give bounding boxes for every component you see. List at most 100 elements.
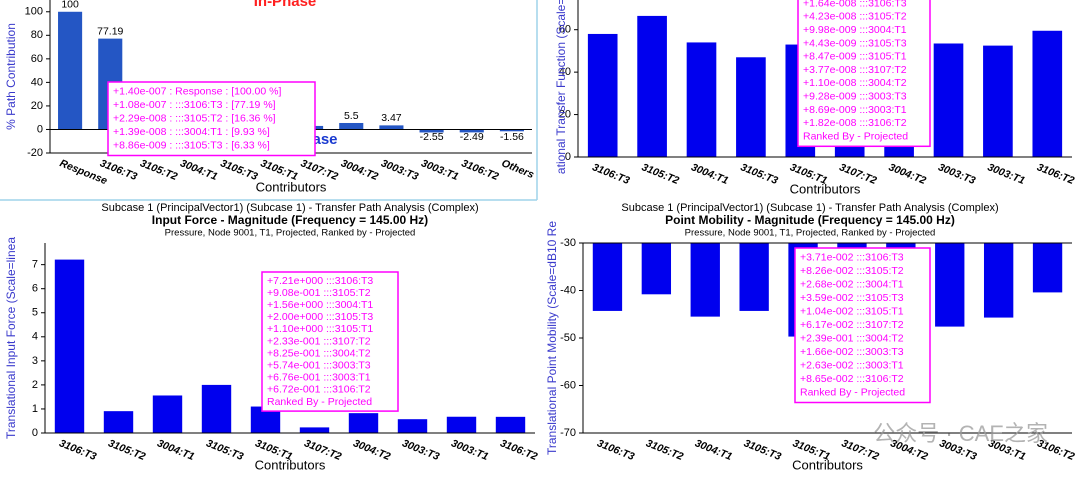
annotation-line: +1.40e-007 : Response : [100.00 %] — [113, 86, 281, 98]
chart-caption: Pressure, Node 9001, T1, Projected, Rank… — [685, 228, 936, 239]
annotation-line: +1.64e-008 :::3106:T3 — [803, 0, 907, 9]
bar — [397, 419, 428, 433]
x-tick-label: 3105:T3 — [204, 437, 245, 463]
x-tick-label: 3105:T3 — [219, 157, 260, 183]
annotation-line: +1.82e-008 :::3106:T2 — [803, 117, 907, 129]
annotation-line: +1.56e+000 :::3004:T1 — [267, 299, 373, 311]
annotation-box — [797, 0, 931, 148]
value-label: 5.5 — [344, 110, 359, 122]
bar — [201, 384, 232, 433]
x-axis-label: Contributors — [792, 457, 863, 472]
x-tick-label: 3105:T2 — [640, 161, 681, 187]
annotation-line: +2.68e-002 :::3004:T1 — [800, 279, 904, 291]
y-tick-label: 2 — [32, 379, 38, 391]
x-tick-label: 3004:T2 — [339, 157, 380, 183]
bar — [739, 243, 769, 311]
bar — [1032, 243, 1063, 293]
x-tick-label: 3105:T3 — [739, 161, 780, 187]
bar — [495, 416, 526, 433]
annotation-line: +9.98e-009 :::3004:T1 — [803, 24, 907, 36]
y-tick-label: 3 — [32, 355, 38, 367]
x-tick-label: 3003:T3 — [936, 161, 977, 187]
y-tick-label: -40 — [560, 284, 576, 296]
annotation-line: +3.59e-002 :::3105:T3 — [800, 292, 904, 304]
bar — [983, 243, 1014, 318]
x-tick-label: 3106:T3 — [595, 437, 636, 463]
y-tick-label: 40 — [31, 76, 43, 88]
annotation-line: +1.39e-008 : :::3004:T1 : [9.93 %] — [113, 126, 270, 138]
watermark: 公众号 · CAE之家 — [873, 421, 1048, 446]
y-tick-label: 60 — [31, 53, 43, 65]
annotation-line: +5.74e-001 :::3003:T3 — [267, 360, 371, 372]
x-axis-label: Contributors — [256, 179, 327, 194]
bar — [339, 122, 364, 130]
annotation-line: +8.25e-001 :::3004:T2 — [267, 347, 371, 359]
x-tick-label: 3003:T1 — [986, 161, 1027, 187]
value-label: 100 — [61, 0, 79, 11]
annotation-line: +1.66e-002 :::3003:T3 — [800, 346, 904, 358]
x-tick-label: 3105:T2 — [644, 437, 685, 463]
y-axis-label: % Path Contribution — [4, 23, 18, 130]
y-tick-label: 40 — [559, 66, 571, 78]
x-tick-label: 3004:T2 — [887, 161, 928, 187]
annotation-line: +9.28e-009 :::3003:T3 — [803, 91, 907, 103]
bar — [299, 427, 330, 433]
annotation-box — [794, 247, 931, 404]
bar — [983, 45, 1013, 157]
annotation-line: +9.08e-001 :::3105:T2 — [267, 287, 371, 299]
chart-title: Input Force - Magnitude (Frequency = 145… — [152, 213, 428, 227]
chart-caption: Pressure, Node 9001, T1, Projected, Rank… — [165, 228, 416, 239]
y-tick-label: 7 — [32, 259, 38, 271]
y-tick-label: -50 — [560, 332, 576, 344]
bar — [935, 243, 965, 327]
y-tick-label: -60 — [560, 379, 576, 391]
value-label: -2.49 — [460, 131, 484, 143]
x-tick-label: 3106:T2 — [460, 157, 501, 183]
annotation-line: +1.10e-008 :::3004:T2 — [803, 77, 907, 89]
x-tick-label: Others — [500, 157, 536, 181]
bar — [1032, 30, 1063, 158]
bar — [933, 43, 964, 158]
bar — [379, 125, 404, 130]
y-tick-label: 1 — [32, 403, 38, 415]
y-tick-label: 4 — [32, 331, 38, 343]
x-tick-label: 3003:T1 — [449, 437, 490, 463]
x-tick-label: 3003:T1 — [419, 157, 460, 183]
bar — [736, 57, 766, 157]
annotation-line: +6.17e-002 :::3107:T2 — [800, 319, 904, 331]
y-tick-label: 60 — [559, 24, 571, 36]
annotation-box — [261, 271, 399, 412]
annotation-line: +8.65e-002 :::3106:T2 — [800, 373, 904, 385]
annotation-line: +2.33e-001 :::3107:T2 — [267, 335, 371, 347]
annotation-line: +3.71e-002 :::3106:T3 — [800, 252, 904, 264]
x-tick-label: 3004:T2 — [351, 437, 392, 463]
x-tick-label: 3004:T1 — [178, 157, 219, 183]
bar — [690, 243, 720, 317]
y-tick-label: -30 — [560, 237, 576, 249]
annotation-line: +2.29e-008 : :::3105:T2 : [16.36 %] — [113, 113, 276, 125]
chart-subtitle: Subcase 1 (PrincipalVector1) (Subcase 1)… — [621, 202, 998, 214]
value-label: 77.19 — [97, 25, 123, 37]
phase-note: In-Phase — [254, 0, 317, 10]
bar — [58, 11, 83, 130]
x-tick-label: 3004:T1 — [155, 437, 196, 463]
x-tick-label: 3105:T2 — [138, 157, 179, 183]
x-tick-label: 3003:T3 — [379, 157, 420, 183]
x-tick-label: 3004:T1 — [693, 437, 734, 463]
annotation-line: Ranked By - Projected — [803, 130, 908, 142]
y-tick-label: 5 — [32, 307, 38, 319]
bar — [641, 243, 672, 295]
y-axis-label: Translational Input Force (Scale=linea — [4, 237, 18, 439]
y-tick-label: 100 — [25, 6, 43, 18]
annotation-box — [107, 81, 316, 157]
phase-note: ase — [312, 131, 337, 148]
bar — [348, 413, 379, 433]
annotation-line: Ranked By - Projected — [800, 387, 905, 399]
annotation-line: +7.21e+000 :::3106:T3 — [267, 275, 373, 287]
value-label: 3.47 — [381, 112, 402, 124]
bar — [592, 243, 623, 311]
annotation-line: +2.63e-002 :::3003:T1 — [800, 360, 904, 372]
x-axis-label: Contributors — [790, 181, 861, 196]
annotation-line: +6.76e-001 :::3003:T1 — [267, 372, 371, 384]
